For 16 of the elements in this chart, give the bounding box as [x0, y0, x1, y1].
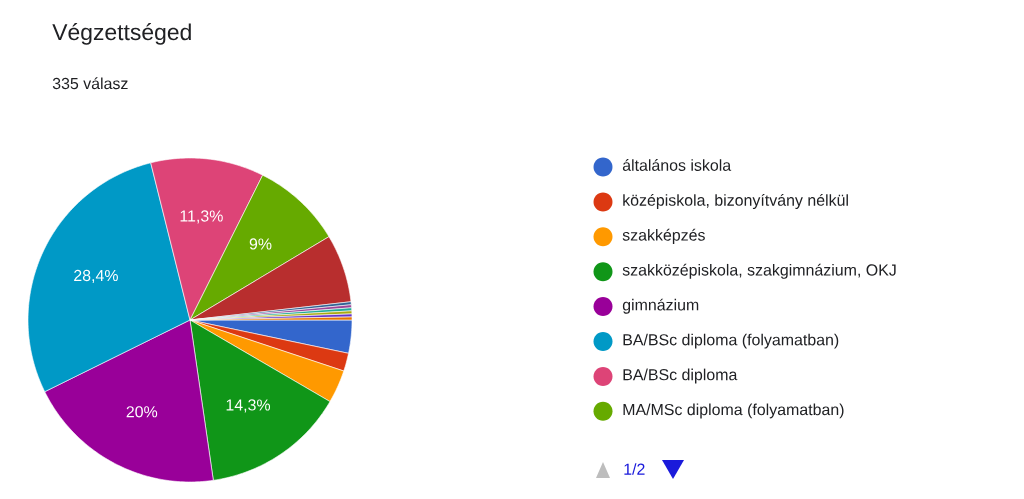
legend-label: szakképzés [622, 228, 705, 244]
legend-label: középiskola, bizonyítvány nélkül [623, 193, 848, 209]
legend-label: gimnázium [622, 298, 699, 314]
data-label: 28,4% [74, 269, 118, 284]
legend-label: BA/BSc diploma (folyamatban) [623, 333, 839, 349]
text: 1/2 [624, 463, 645, 475]
legend-label: BA/BSc diploma [623, 368, 738, 384]
data-label: 11,3% [180, 210, 223, 224]
data-label: 14,3% [226, 399, 271, 413]
data-label: 20% [126, 406, 158, 418]
legend-label: általános iskola [622, 159, 732, 171]
legend-label: szakközépiskola, szakgimnázium, OKJ [622, 263, 896, 279]
chart-title: Végzettséged [52, 23, 191, 45]
data-label: 9% [249, 238, 272, 250]
chart-subtitle: 335 válasz [52, 77, 128, 90]
legend-label: MA/MSc diploma (folyamatban) [623, 403, 844, 419]
